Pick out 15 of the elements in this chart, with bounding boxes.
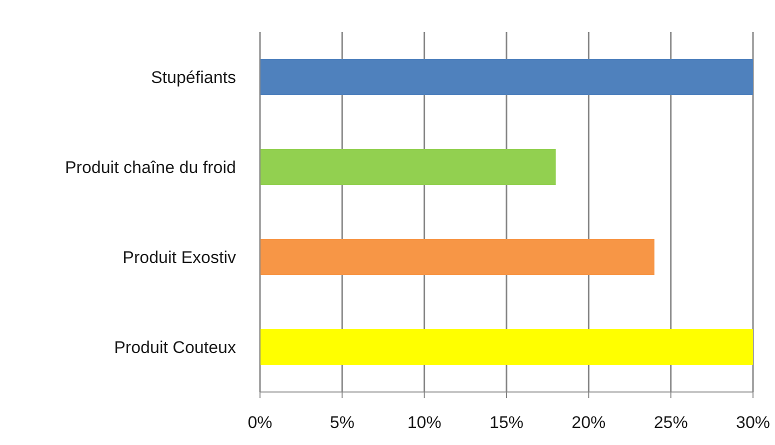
- bar: [260, 149, 556, 185]
- x-tick-label: 20%: [572, 413, 606, 432]
- x-tick-label: 10%: [407, 413, 442, 432]
- y-tick-label: Produit chaîne du froid: [64, 158, 236, 178]
- bar: [260, 329, 753, 365]
- x-tick-label: 30%: [736, 413, 770, 432]
- x-tick-label: 15%: [489, 413, 524, 432]
- bar: [260, 239, 654, 275]
- y-tick-label: Produit Exostiv: [122, 248, 236, 268]
- bar: [260, 59, 753, 95]
- x-tick-label: 5%: [330, 413, 354, 432]
- x-tick-label: 25%: [654, 413, 688, 432]
- y-tick-label: Produit Couteux: [114, 338, 236, 358]
- y-tick-label: Stupéfiants: [150, 68, 236, 88]
- x-tick-label: 0%: [248, 413, 272, 432]
